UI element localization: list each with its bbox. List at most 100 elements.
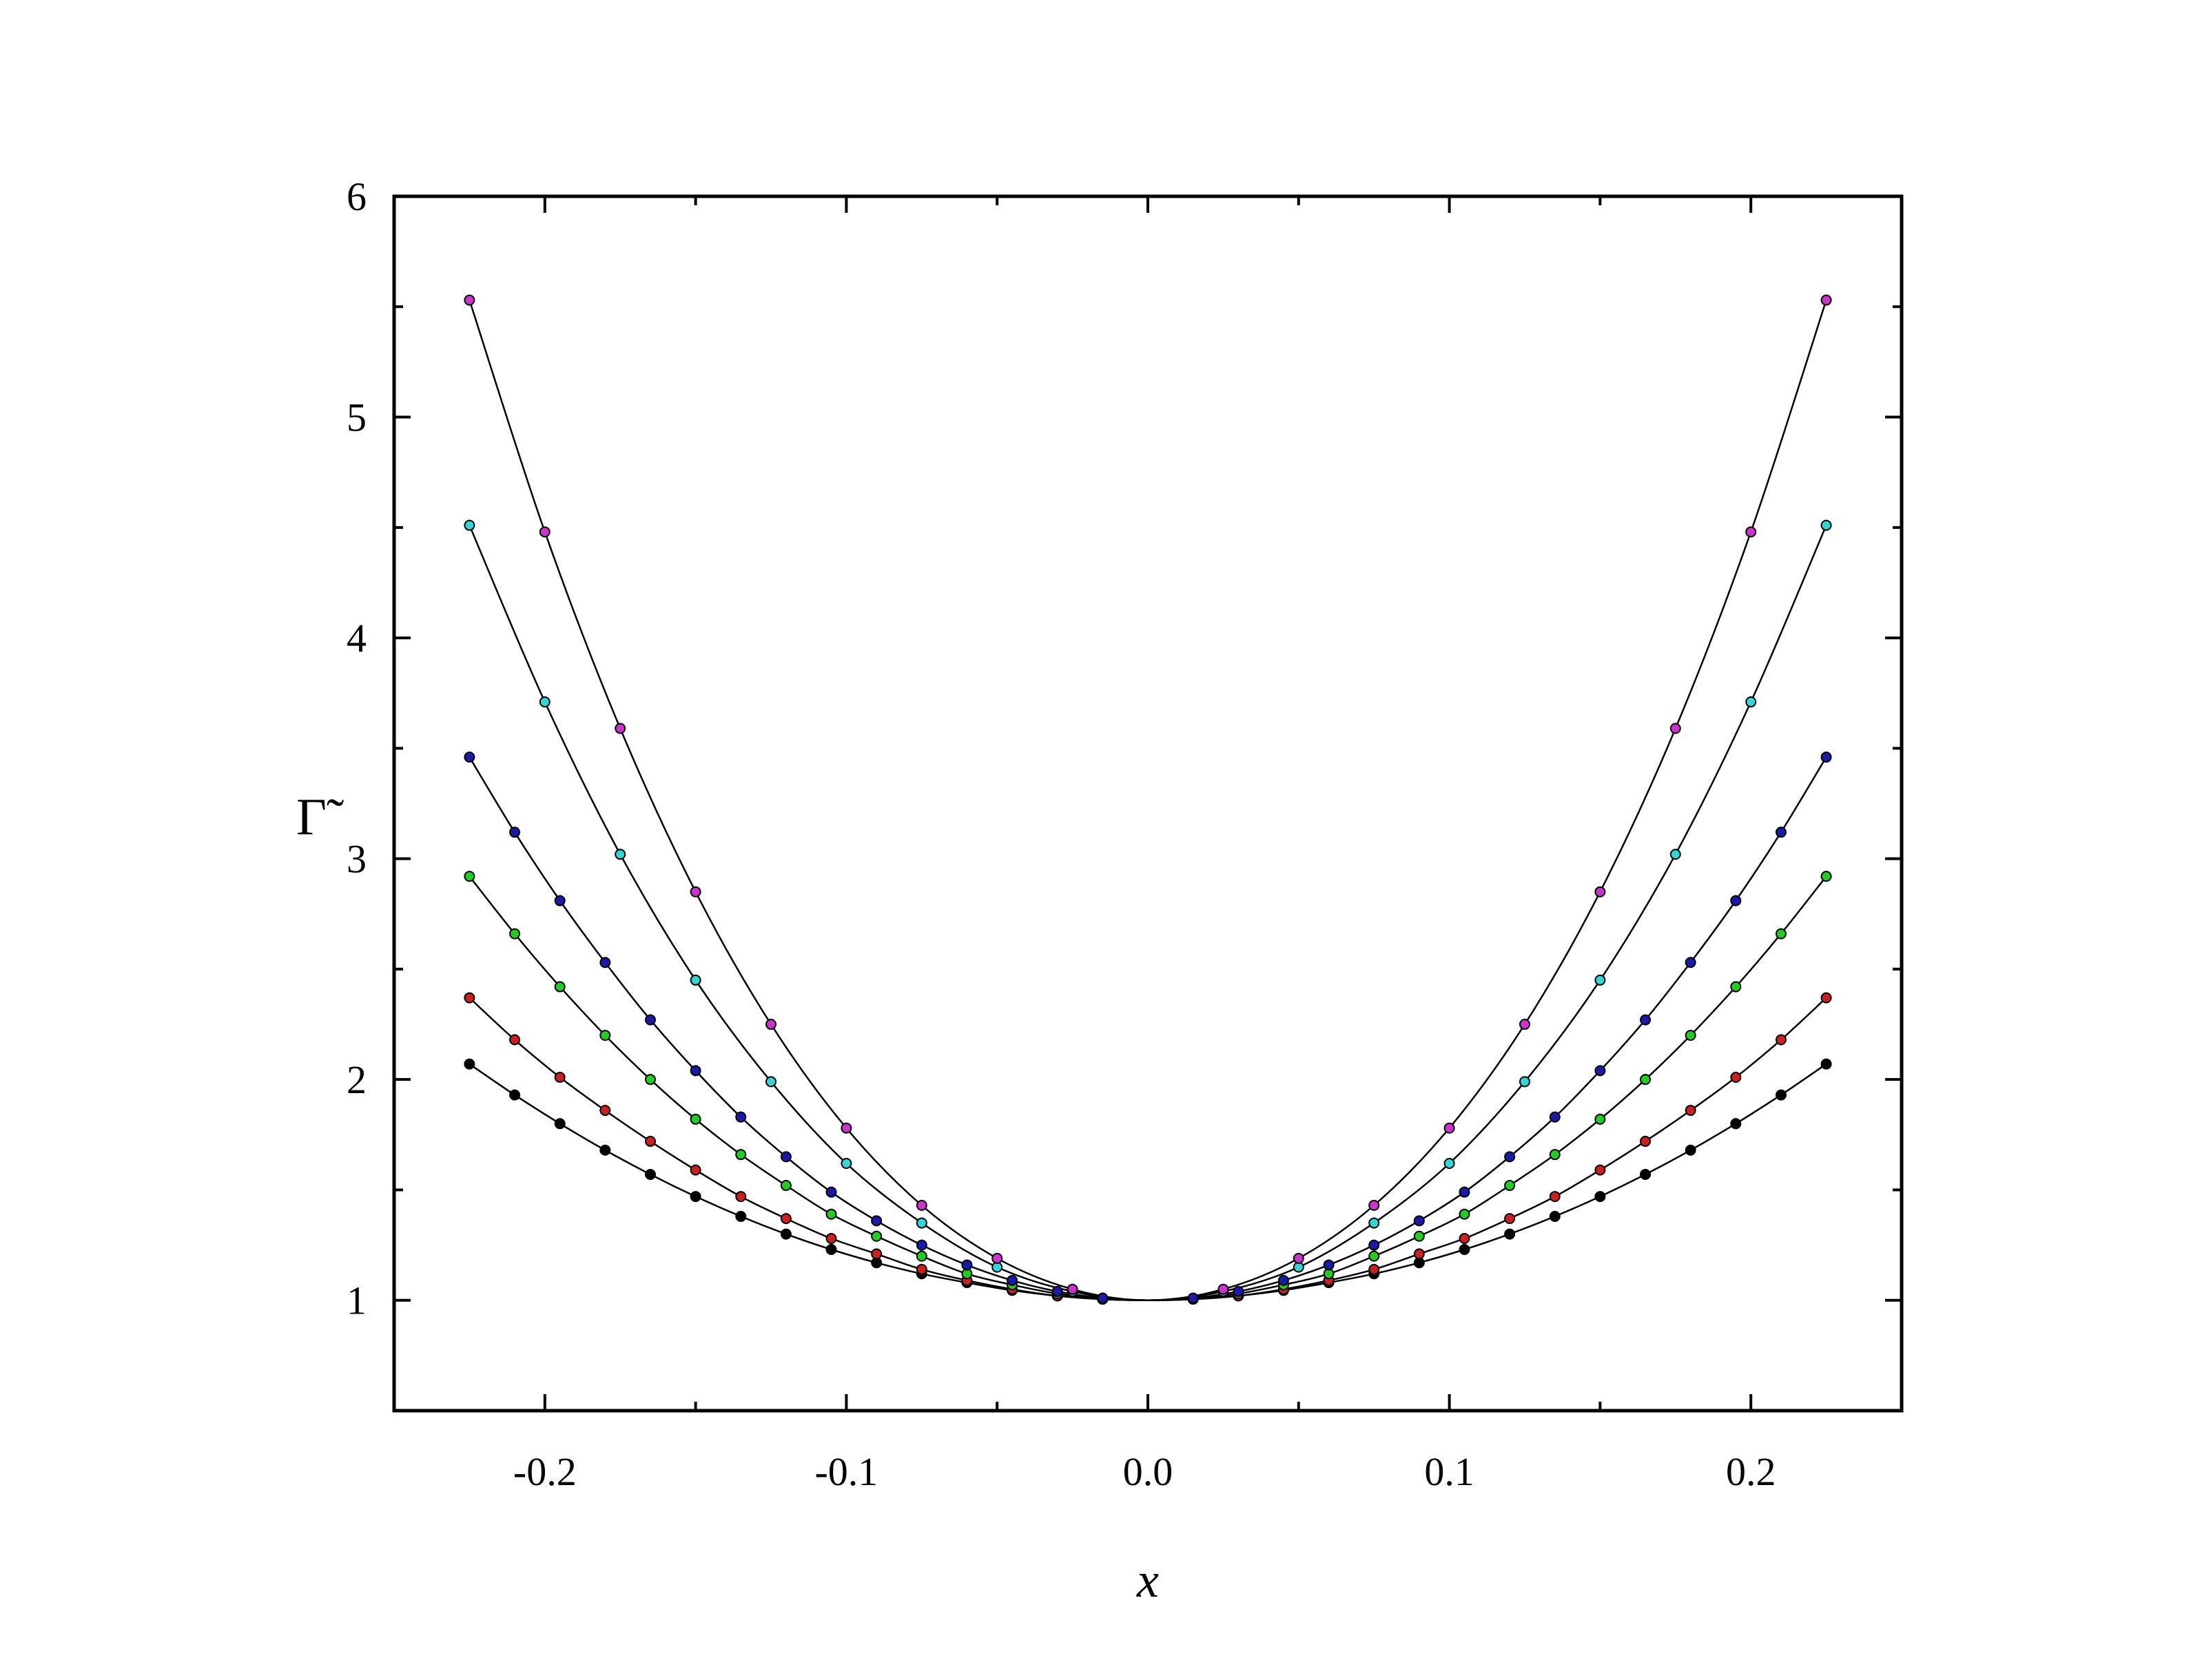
- series-0-point: [1820, 1058, 1832, 1070]
- series-0-point: [554, 1118, 566, 1130]
- series-1-point: [1549, 1191, 1561, 1203]
- series-3-point: [690, 1065, 701, 1077]
- tick-labels: -0.2 -0.1 0.0 0.1 0.2 1 2 3 4 5 6: [347, 174, 1776, 1494]
- series-0-point: [780, 1228, 792, 1240]
- series-1-point: [599, 1105, 611, 1117]
- series-3-point: [644, 1014, 656, 1026]
- data-markers: [464, 294, 1832, 1305]
- series-2-point: [509, 928, 521, 940]
- series-5-point: [1820, 294, 1832, 306]
- series-3-point: [1640, 1014, 1652, 1026]
- series-1-point: [1730, 1071, 1742, 1083]
- series-0-point: [825, 1244, 837, 1256]
- series-5-point: [539, 526, 551, 538]
- series-3-point: [735, 1111, 747, 1123]
- series-4-point: [916, 1217, 927, 1229]
- series-3-point: [961, 1259, 973, 1271]
- series-4-point: [464, 519, 475, 531]
- series-3-point: [554, 895, 566, 906]
- x-tick-label: 0.1: [1424, 1449, 1474, 1494]
- series-2-point: [1549, 1149, 1561, 1161]
- series-5-point: [991, 1252, 1003, 1264]
- series-3-point: [1504, 1151, 1516, 1163]
- series-0-point: [690, 1191, 701, 1203]
- series-5-point: [1217, 1283, 1229, 1295]
- series-3-point: [1775, 827, 1787, 838]
- series-5-point: [615, 723, 626, 734]
- series-1-point: [871, 1248, 883, 1260]
- series-2-point: [780, 1180, 792, 1192]
- y-tick-label: 5: [347, 395, 367, 440]
- series-0-point: [509, 1089, 521, 1101]
- series-1-point: [1775, 1034, 1787, 1046]
- series-2-point: [1820, 871, 1832, 882]
- series-3-point: [1233, 1285, 1244, 1297]
- series-2-point: [1413, 1230, 1425, 1242]
- series-2-point: [599, 1030, 611, 1041]
- series-2-point: [1459, 1208, 1470, 1220]
- series-5-point: [1669, 723, 1681, 734]
- plot-frame: [392, 194, 1904, 1413]
- series-1-point: [1820, 992, 1832, 1004]
- series-3-point: [1187, 1292, 1199, 1304]
- series-5-point: [1368, 1199, 1380, 1211]
- series-4-point: [539, 696, 551, 708]
- series-2-point: [1775, 928, 1787, 940]
- series-1-point: [509, 1034, 521, 1046]
- series-0-point: [1504, 1228, 1516, 1240]
- series-3-point: [1549, 1111, 1561, 1123]
- axis-ticks: [393, 195, 1903, 1412]
- series-2-point: [735, 1149, 747, 1161]
- series-3-point: [871, 1215, 883, 1227]
- x-axis-label: x: [1136, 1553, 1159, 1608]
- series-1-curve: [469, 997, 1827, 1301]
- series-1-point: [554, 1071, 566, 1083]
- series-2-curve: [469, 875, 1827, 1301]
- series-0-point: [1640, 1169, 1652, 1181]
- series-5-point: [1067, 1283, 1078, 1295]
- x-tick-label: 0.0: [1123, 1449, 1173, 1494]
- series-0-point: [644, 1169, 656, 1181]
- series-0-point: [599, 1144, 611, 1156]
- series-2-point: [825, 1208, 837, 1220]
- series-3-point: [1051, 1285, 1063, 1297]
- series-4-point: [1820, 519, 1832, 531]
- series-4-point: [1594, 974, 1606, 986]
- series-4-curve: [469, 525, 1827, 1301]
- series-4-point: [1368, 1217, 1380, 1229]
- series-1-point: [1504, 1213, 1516, 1225]
- series-3-point: [916, 1239, 927, 1251]
- y-tick-label: 3: [347, 837, 367, 882]
- series-0-point: [1730, 1118, 1742, 1130]
- series-2-point: [871, 1230, 883, 1242]
- series-1-point: [916, 1263, 927, 1275]
- series-2-point: [464, 871, 475, 882]
- series-3-point: [464, 751, 475, 763]
- series-4-point: [615, 849, 626, 860]
- series-3-point: [1820, 751, 1832, 763]
- series-1-point: [1413, 1248, 1425, 1260]
- series-0-point: [1685, 1144, 1696, 1156]
- series-0-point: [1459, 1244, 1470, 1256]
- y-tick-label: 6: [347, 174, 367, 219]
- series-2-point: [644, 1074, 656, 1086]
- series-2-point: [1685, 1030, 1696, 1041]
- series-4-point: [1669, 849, 1681, 860]
- series-4-point: [690, 974, 701, 986]
- series-3-point: [599, 957, 611, 968]
- series-4-point: [841, 1157, 852, 1169]
- series-3-point: [1368, 1239, 1380, 1251]
- series-3-point: [1730, 895, 1742, 906]
- series-3-point: [509, 827, 521, 838]
- series-1-point: [780, 1213, 792, 1225]
- series-3-point: [1323, 1259, 1335, 1271]
- series-1-point: [464, 992, 475, 1004]
- series-0-point: [735, 1210, 747, 1222]
- series-0-point: [464, 1058, 475, 1070]
- series-3-point: [1007, 1274, 1018, 1286]
- series-3-point: [825, 1186, 837, 1198]
- series-5-point: [841, 1122, 852, 1134]
- series-1-point: [735, 1191, 747, 1203]
- series-5-point: [1745, 526, 1757, 538]
